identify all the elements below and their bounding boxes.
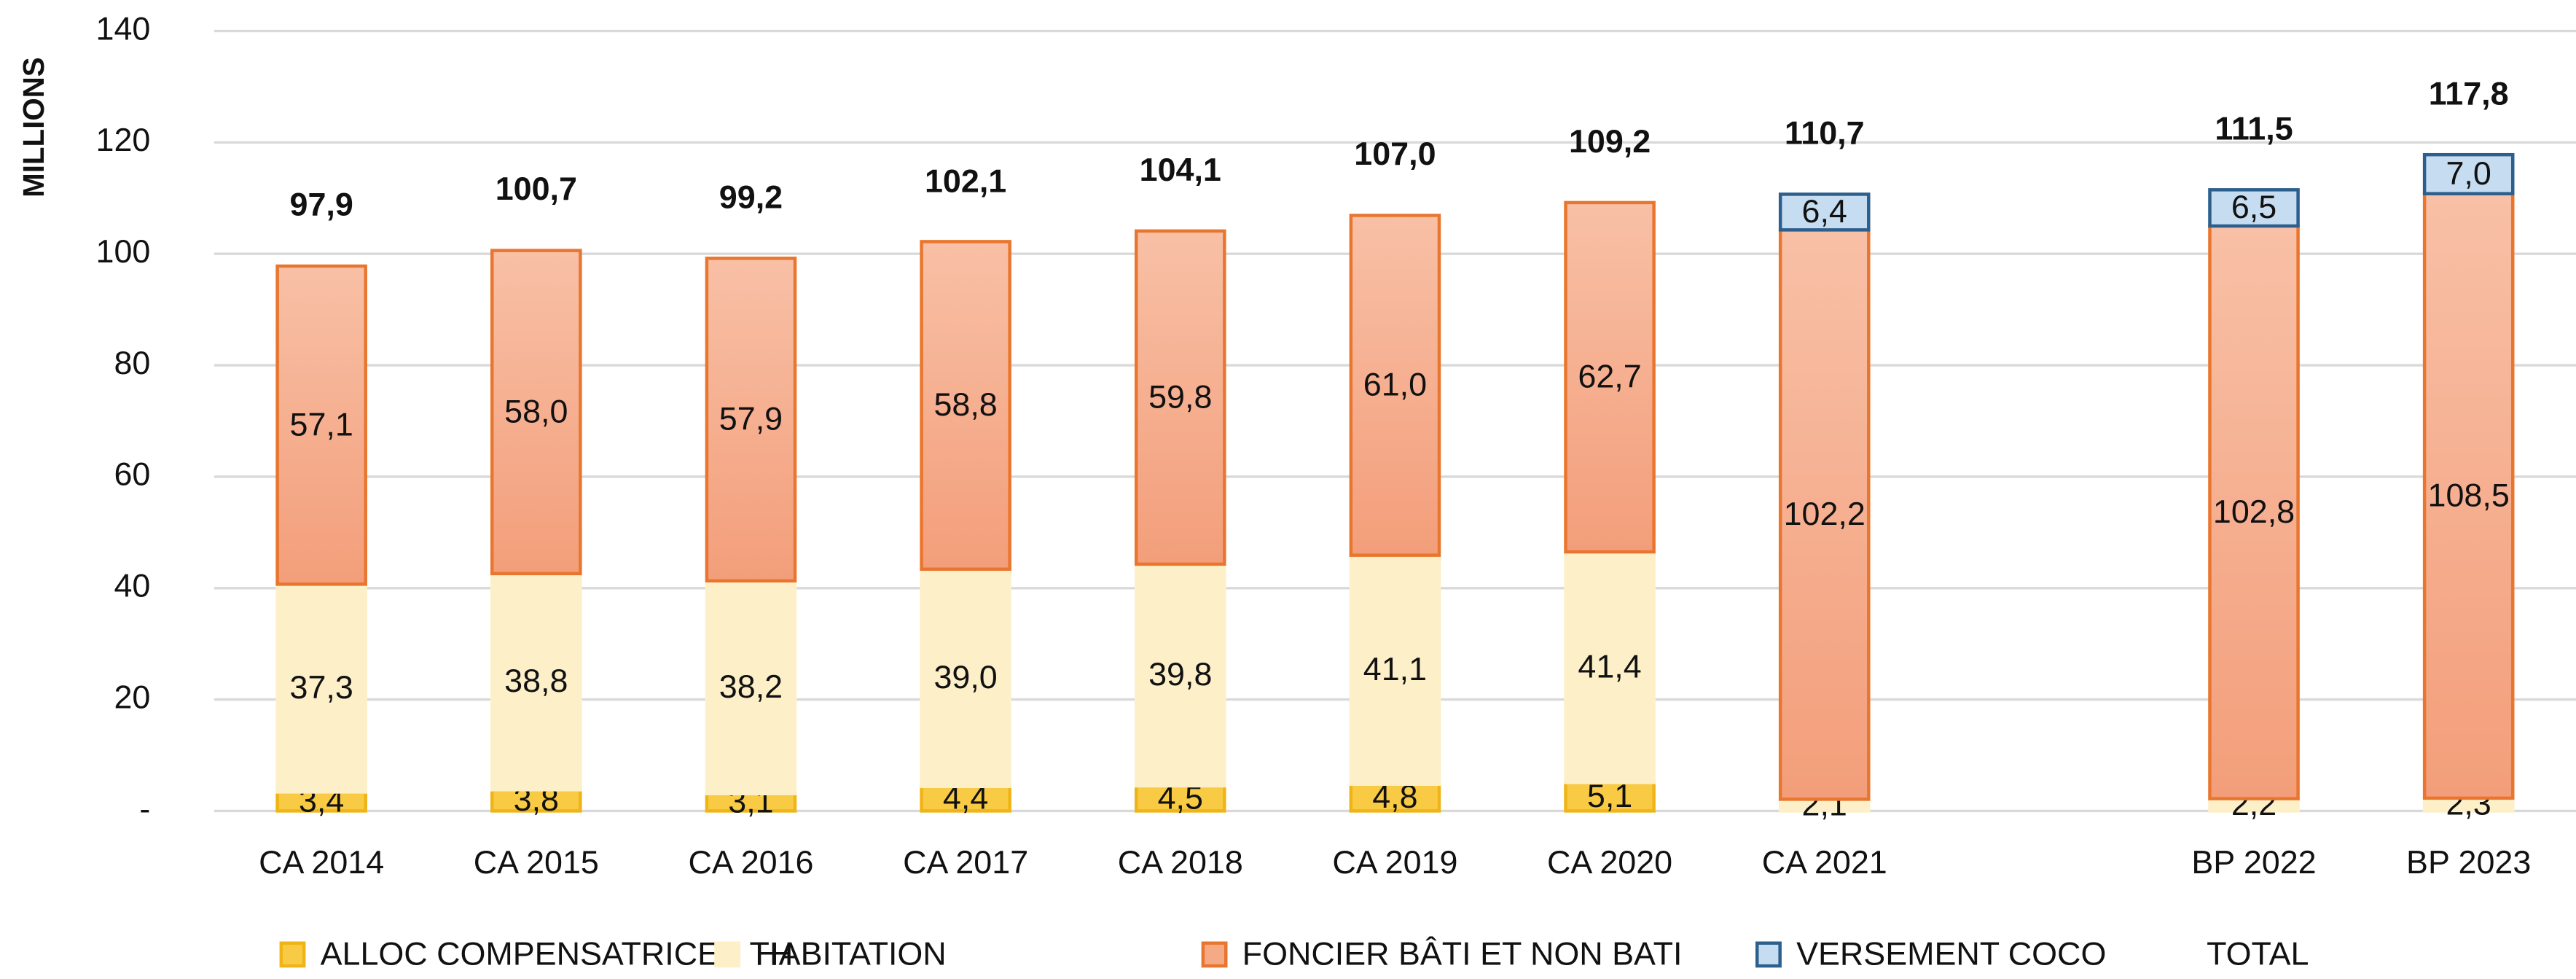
data-label: 41,4 <box>1578 648 1641 684</box>
x-tick-label: CA 2017 <box>903 844 1028 881</box>
bar-segment <box>2208 224 2300 800</box>
total-label: 104,1 <box>1140 152 1221 188</box>
x-tick-label: CA 2021 <box>1762 844 1887 881</box>
data-label: 102,8 <box>2213 494 2295 530</box>
bar-segment <box>490 572 582 792</box>
data-label: 37,3 <box>290 669 353 706</box>
data-label: 108,5 <box>2428 477 2510 513</box>
y-tick-label: 20 <box>114 679 150 715</box>
x-tick-label: CA 2015 <box>474 844 599 881</box>
bar-segment <box>275 582 367 794</box>
x-tick-label: CA 2014 <box>259 844 384 881</box>
x-tick-label: CA 2016 <box>688 844 813 881</box>
y-tick-label: 140 <box>96 10 151 47</box>
total-label: 102,1 <box>925 163 1006 199</box>
data-label: 102,2 <box>1784 496 1866 532</box>
legend-swatch <box>714 941 741 968</box>
bar-segment <box>1349 214 1441 557</box>
total-label: 99,2 <box>719 179 783 216</box>
y-tick-label: - <box>139 790 150 827</box>
x-tick-label: BP 2022 <box>2191 844 2316 881</box>
data-label: 38,2 <box>719 668 783 705</box>
bar-segment <box>2208 188 2300 228</box>
data-label: 7,0 <box>2446 155 2491 192</box>
data-label: 59,8 <box>1148 379 1212 416</box>
legend-label: TOTAL <box>2207 936 2309 972</box>
bar-segment <box>490 788 582 813</box>
bar-segment <box>920 567 1011 789</box>
legend-swatch <box>1201 941 1228 968</box>
bar-segment <box>1778 192 1871 232</box>
data-label: 62,7 <box>1578 359 1641 395</box>
total-label: 97,9 <box>290 187 353 223</box>
legend-swatch <box>1755 941 1782 968</box>
data-label: 41,1 <box>1363 651 1427 687</box>
bar-segment <box>275 264 367 586</box>
bar-segment <box>705 579 797 795</box>
y-tick-label: 40 <box>114 568 150 604</box>
data-label: 39,0 <box>933 659 997 695</box>
x-tick-label: CA 2020 <box>1547 844 1672 881</box>
data-label: 58,0 <box>504 393 568 429</box>
total-label: 110,7 <box>1785 115 1865 152</box>
total-label: 111,5 <box>2215 111 2293 147</box>
x-tick-label: CA 2018 <box>1118 844 1243 881</box>
data-label: 57,9 <box>719 401 783 437</box>
y-tick-label: 120 <box>96 122 151 158</box>
x-tick-label: CA 2019 <box>1332 844 1457 881</box>
data-label: 38,8 <box>504 663 568 699</box>
bar-segment <box>1564 550 1656 784</box>
bar-segment <box>705 257 797 583</box>
y-tick-label: 60 <box>114 456 150 493</box>
data-label: 6,5 <box>2231 189 2276 225</box>
data-label: 39,8 <box>1148 656 1212 693</box>
total-label: 117,8 <box>2429 75 2509 112</box>
legend-label: FONCIER BÂTI ET NON BATI <box>1242 936 1683 972</box>
bar-segment <box>920 240 1011 572</box>
bar-segment <box>1134 562 1226 788</box>
legend-label: VERSEMENT COCO <box>1796 936 2106 972</box>
bar-segment <box>2422 152 2515 195</box>
y-axis-label: MILLIONS <box>17 57 50 197</box>
x-tick-label: BP 2023 <box>2406 844 2531 881</box>
bar-segment <box>490 249 582 576</box>
total-label: 109,2 <box>1569 123 1651 160</box>
legend-label: HABITATION <box>755 936 946 972</box>
bar-segment <box>1778 228 1871 801</box>
total-label: 107,0 <box>1354 136 1436 172</box>
bar-segment <box>2422 192 2515 800</box>
data-label: 57,1 <box>290 406 353 442</box>
total-label: 100,7 <box>496 171 577 207</box>
legend-swatch <box>279 941 306 968</box>
data-label: 58,8 <box>933 386 997 423</box>
bar-segment <box>1564 200 1656 554</box>
bar-segment <box>1134 229 1226 566</box>
y-tick-label: 80 <box>114 345 150 381</box>
data-label: 61,0 <box>1363 367 1427 403</box>
bar-segment <box>1349 553 1441 787</box>
data-label: 6,4 <box>1802 193 1847 230</box>
y-tick-label: 100 <box>96 233 151 270</box>
bar-segment <box>920 784 1011 813</box>
